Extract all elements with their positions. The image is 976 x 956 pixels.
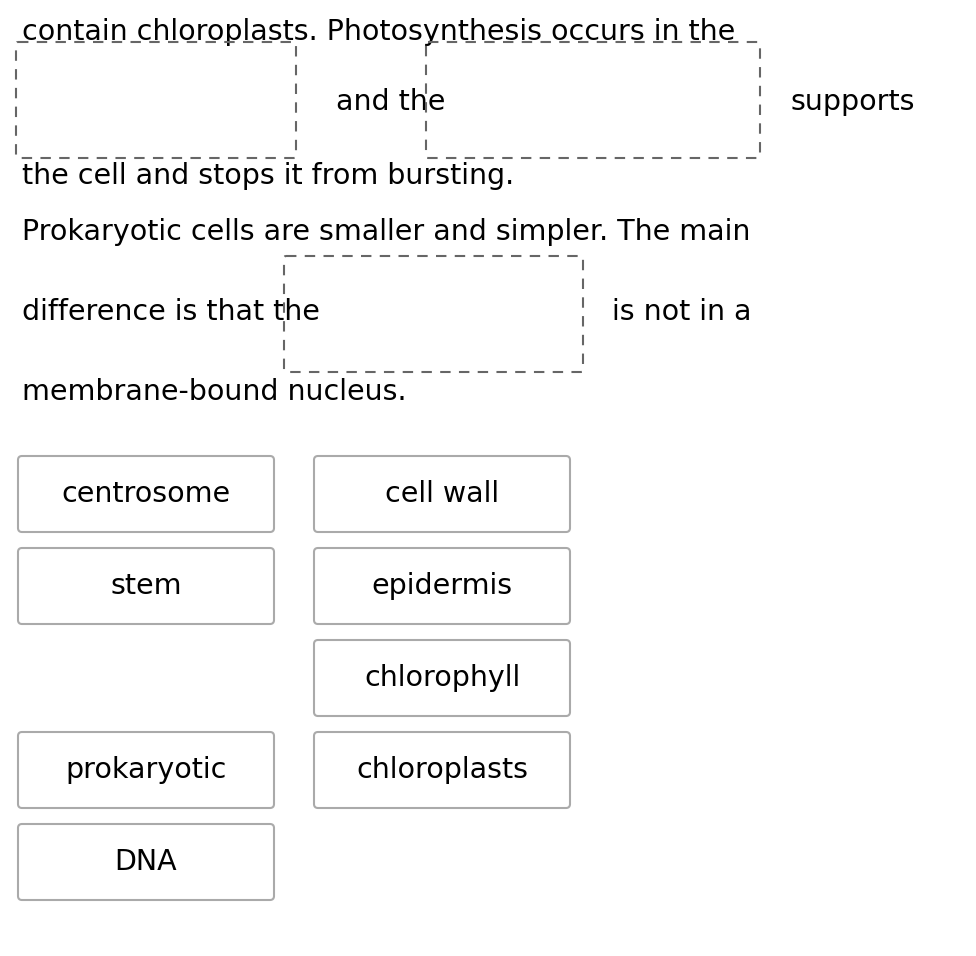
Text: supports: supports [790,88,915,116]
Text: difference is that the: difference is that the [22,298,320,326]
FancyBboxPatch shape [18,824,274,900]
Text: chloroplasts: chloroplasts [356,756,528,784]
Text: chlorophyll: chlorophyll [364,664,520,692]
FancyBboxPatch shape [314,640,570,716]
FancyBboxPatch shape [314,732,570,808]
Text: the cell and stops it from bursting.: the cell and stops it from bursting. [22,162,514,190]
Text: membrane-bound nucleus.: membrane-bound nucleus. [22,378,407,406]
FancyBboxPatch shape [18,456,274,532]
Text: is not in a: is not in a [612,298,752,326]
FancyBboxPatch shape [314,456,570,532]
Text: contain chloroplasts. Photosynthesis occurs in the: contain chloroplasts. Photosynthesis occ… [22,18,735,46]
FancyBboxPatch shape [18,732,274,808]
FancyBboxPatch shape [18,548,274,624]
Text: prokaryotic: prokaryotic [65,756,226,784]
Text: stem: stem [110,572,182,600]
Text: and the: and the [336,88,445,116]
Text: cell wall: cell wall [385,480,499,508]
Text: DNA: DNA [115,848,178,876]
FancyBboxPatch shape [314,548,570,624]
Text: epidermis: epidermis [372,572,512,600]
Text: Prokaryotic cells are smaller and simpler. The main: Prokaryotic cells are smaller and simple… [22,218,751,246]
Text: centrosome: centrosome [61,480,230,508]
